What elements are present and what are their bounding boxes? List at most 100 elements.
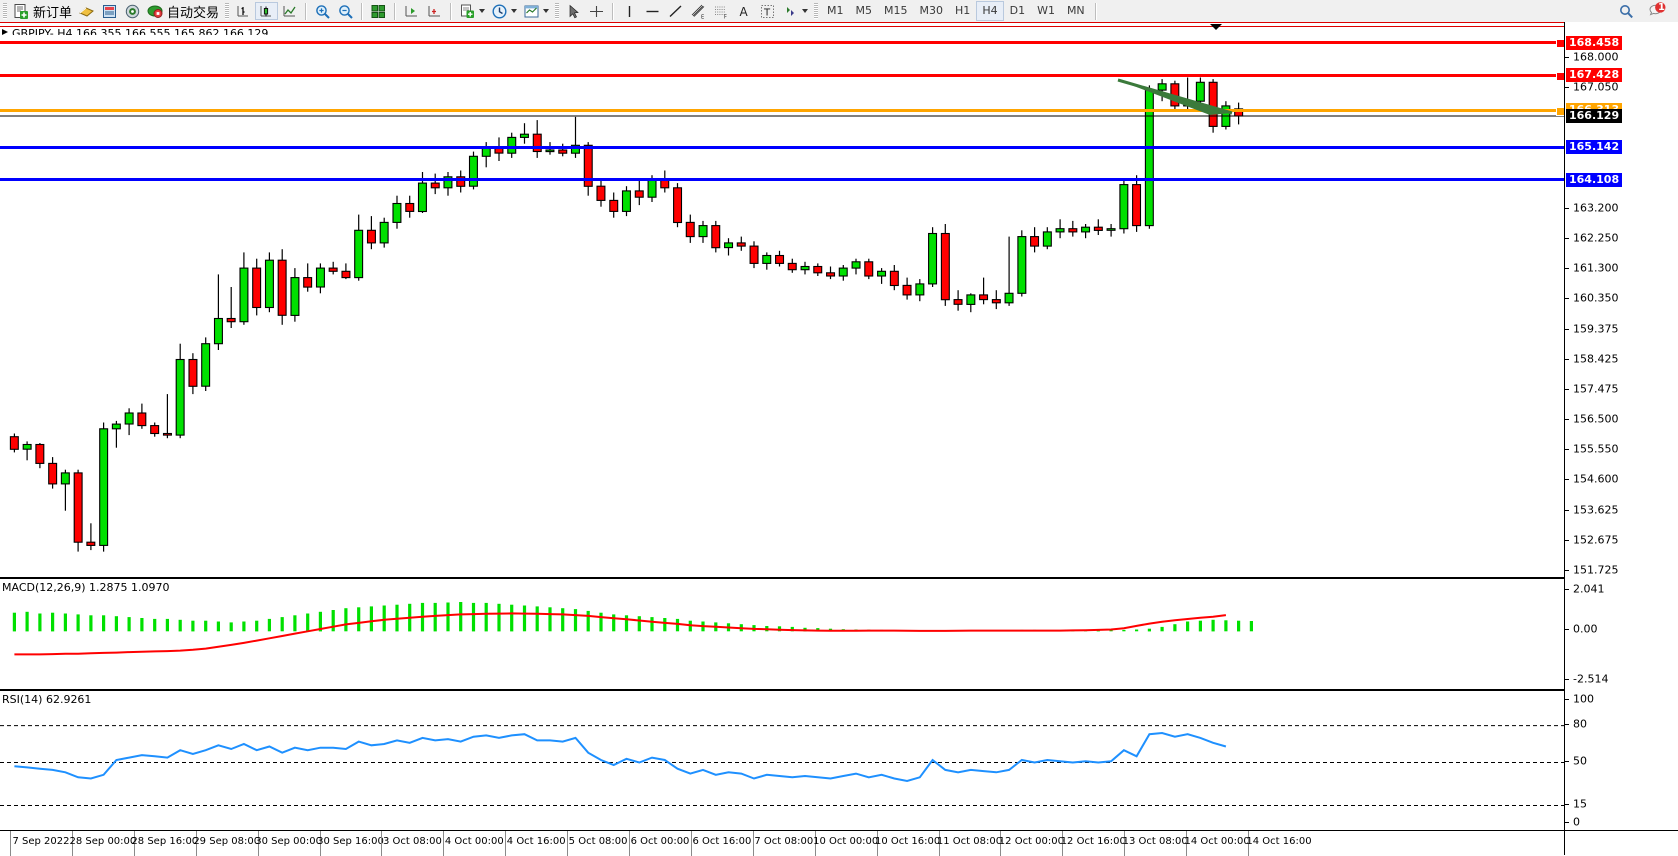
candle bbox=[749, 245, 759, 264]
objects-list-button[interactable] bbox=[779, 1, 811, 21]
cursor-button[interactable] bbox=[562, 1, 585, 21]
candle bbox=[800, 265, 810, 271]
timeframe-m15[interactable]: M15 bbox=[884, 4, 908, 17]
notification-button[interactable]: 1 bbox=[1644, 1, 1670, 21]
rsi-pane[interactable]: RSI(14) 62.9261 bbox=[0, 689, 1564, 830]
candle bbox=[162, 432, 172, 436]
vertical-line-button[interactable] bbox=[618, 1, 641, 21]
chart-shift-button[interactable] bbox=[400, 1, 423, 21]
symbol-divider bbox=[0, 22, 1564, 27]
time-tick-label: 10 Oct 00:00 bbox=[813, 836, 879, 847]
zoom-out-button[interactable] bbox=[334, 1, 357, 21]
timeframe-group: M1 M5 M15 M30 H1 H4 D1 W1 MN bbox=[821, 1, 1091, 21]
price-level-tag-168.458[interactable]: 168.458 bbox=[1566, 35, 1623, 50]
macd-pane[interactable]: MACD(12,26,9) 1.2875 1.0970 bbox=[0, 577, 1564, 687]
macd-histogram-bar bbox=[624, 615, 629, 632]
timeframe-h4[interactable]: H4 bbox=[976, 1, 1004, 21]
level-line-164.108[interactable] bbox=[0, 178, 1564, 182]
macd-histogram-bar bbox=[51, 612, 55, 632]
price-pane[interactable] bbox=[0, 24, 1565, 575]
rsi-canvas bbox=[0, 725, 1564, 806]
price-tick-label: 152.675 bbox=[1573, 533, 1619, 547]
rsi-tick bbox=[1565, 723, 1569, 725]
periods-caret-icon[interactable] bbox=[511, 9, 518, 13]
timeframe-mn[interactable]: MN bbox=[1066, 4, 1085, 17]
bar-chart-button[interactable] bbox=[232, 1, 255, 21]
zoom-in-button[interactable] bbox=[311, 1, 334, 21]
toolbar-separator-5 bbox=[612, 2, 615, 20]
navigator-button[interactable] bbox=[121, 1, 144, 21]
indicators-button[interactable] bbox=[456, 1, 488, 21]
macd-histogram-bar bbox=[89, 615, 93, 632]
toolbar-grip-4[interactable] bbox=[814, 3, 819, 19]
toolbar-grip[interactable] bbox=[3, 3, 7, 19]
timeframe-h1[interactable]: H1 bbox=[955, 4, 971, 17]
line-chart-button[interactable] bbox=[278, 1, 301, 21]
new-order-button[interactable]: 新订单 bbox=[10, 1, 75, 21]
level-line-166.313[interactable] bbox=[0, 108, 1564, 112]
axis-corner bbox=[1564, 830, 1678, 855]
tile-windows-button[interactable] bbox=[367, 1, 390, 21]
macd-histogram-bar bbox=[650, 617, 654, 632]
macd-histogram-bar bbox=[446, 602, 450, 632]
data-window-button[interactable] bbox=[98, 1, 121, 21]
time-axis[interactable]: 7 Sep 2022 28 Sep 00:00 28 Sep 16:00 29 Sep… bbox=[0, 830, 1564, 856]
templates-list-button[interactable] bbox=[520, 1, 552, 21]
level-line-168.458[interactable] bbox=[0, 41, 1564, 45]
price-level-tag-164.108[interactable]: 164.108 bbox=[1566, 172, 1623, 187]
candle bbox=[468, 155, 478, 187]
level-line-165.142[interactable] bbox=[0, 145, 1564, 149]
candle bbox=[1132, 184, 1142, 227]
crosshair-button[interactable] bbox=[585, 1, 608, 21]
indicators-caret-icon[interactable] bbox=[479, 9, 486, 13]
toolbar-grip-3[interactable] bbox=[555, 3, 560, 19]
level-line-167.428[interactable] bbox=[0, 73, 1564, 77]
candle bbox=[609, 199, 619, 212]
search-button[interactable] bbox=[1615, 1, 1638, 21]
price-tick-label: 161.300 bbox=[1573, 261, 1619, 275]
price-chart-canvas bbox=[0, 77, 1564, 552]
candle bbox=[889, 270, 899, 287]
trendline-button[interactable] bbox=[664, 1, 687, 21]
candle bbox=[647, 179, 657, 198]
text-box-button[interactable]: T bbox=[756, 1, 779, 21]
price-tick-label: 153.625 bbox=[1573, 503, 1619, 517]
periods-button[interactable] bbox=[488, 1, 520, 21]
timeframe-m30[interactable]: M30 bbox=[919, 4, 944, 17]
macd-signal-line bbox=[14, 612, 1227, 656]
time-tick-label: 12 Oct 16:00 bbox=[1060, 836, 1126, 847]
price-level-tag-167.428[interactable]: 167.428 bbox=[1566, 68, 1623, 83]
equidistant-channel-button[interactable]: E bbox=[687, 1, 710, 21]
timeframe-m1[interactable]: M1 bbox=[827, 4, 844, 17]
fibonacci-button[interactable]: F bbox=[710, 1, 733, 21]
macd-histogram-bar bbox=[433, 602, 437, 632]
candle bbox=[417, 182, 427, 213]
timeframe-d1[interactable]: D1 bbox=[1009, 4, 1026, 17]
auto-scroll-button[interactable] bbox=[423, 1, 446, 21]
macd-histogram-bar bbox=[573, 609, 578, 632]
toolbar-grip-2[interactable] bbox=[225, 3, 230, 19]
horizontal-line-button[interactable] bbox=[641, 1, 664, 21]
text-box-icon: T bbox=[759, 3, 776, 20]
macd-histogram-bar bbox=[586, 610, 590, 632]
templates-button[interactable] bbox=[75, 1, 98, 21]
time-tick bbox=[257, 831, 259, 856]
price-tick-label: 156.500 bbox=[1573, 412, 1619, 426]
chart-menu-arrow-icon[interactable] bbox=[2, 29, 8, 35]
candle bbox=[341, 270, 351, 279]
objects-caret-icon[interactable] bbox=[802, 9, 809, 13]
candlestick-chart-button[interactable] bbox=[255, 2, 279, 20]
price-tick bbox=[1565, 298, 1569, 299]
timeframe-w1[interactable]: W1 bbox=[1037, 4, 1055, 17]
text-label-button[interactable]: A bbox=[733, 1, 756, 21]
macd-histogram-bar bbox=[497, 603, 501, 632]
svg-text:E: E bbox=[701, 14, 704, 20]
timeframe-m5[interactable]: M5 bbox=[855, 4, 873, 17]
templates-caret-icon[interactable] bbox=[543, 9, 550, 13]
price-axis[interactable]: 168.000 167.050 163.200 162.250 161.300 160.3… bbox=[1564, 22, 1678, 830]
auto-trading-button[interactable]: 自动交易 bbox=[144, 1, 222, 21]
macd-histogram-bar bbox=[255, 620, 259, 632]
price-level-tag-165.142[interactable]: 165.142 bbox=[1566, 140, 1623, 155]
candle bbox=[877, 270, 887, 277]
time-tick bbox=[567, 831, 569, 856]
